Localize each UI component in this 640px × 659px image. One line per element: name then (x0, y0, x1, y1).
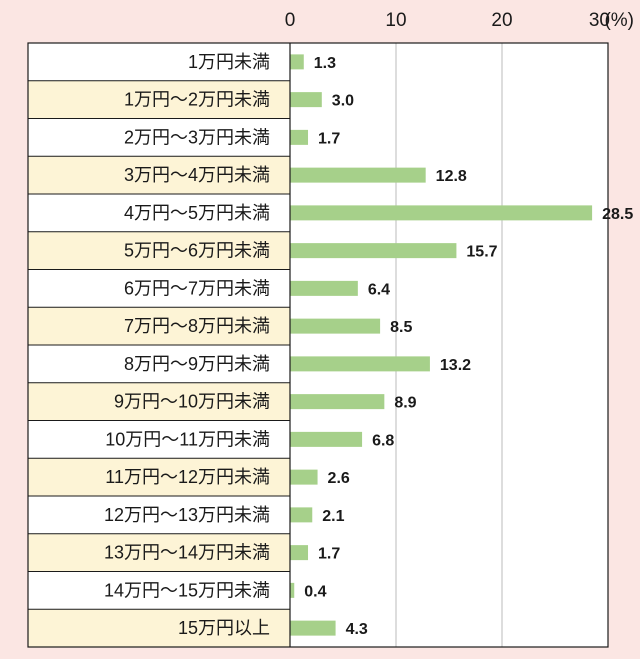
category-row-bg (28, 307, 290, 345)
bar (290, 318, 381, 334)
bar (290, 243, 457, 259)
bar (290, 167, 426, 183)
tick-label: 20 (491, 10, 512, 31)
bar (290, 469, 318, 485)
category-label: 9万円～10万円未満 (114, 392, 270, 412)
value-label: 2.1 (322, 508, 344, 525)
tick-label: 30 (589, 10, 610, 31)
category-row-bg (28, 156, 290, 194)
category-label: 4万円～5万円未満 (124, 203, 270, 223)
category-row-bg (28, 269, 290, 308)
bar (290, 620, 336, 636)
bar (290, 356, 430, 372)
value-label: 1.7 (318, 130, 340, 147)
category-row-bg (28, 43, 290, 81)
value-label: 8.9 (394, 395, 416, 412)
value-label: 6.8 (372, 432, 394, 449)
value-label: 1.7 (318, 546, 340, 563)
bar (290, 545, 309, 561)
bar (290, 431, 363, 447)
category-row-bg (28, 533, 290, 572)
bar (290, 205, 593, 221)
category-label: 7万円～8万円未満 (124, 316, 270, 336)
chart-border (27, 42, 609, 648)
value-label: 28.5 (602, 206, 633, 223)
bar (290, 394, 385, 410)
category-row-bg (28, 345, 290, 383)
category-label: 15万円以上 (178, 618, 270, 638)
category-label: 8万円～9万円未満 (124, 354, 270, 374)
bar (290, 582, 295, 598)
category-row-bg (28, 609, 290, 647)
value-label: 0.4 (304, 583, 326, 600)
category-label: 3万円～4万円未満 (124, 165, 270, 185)
bar (290, 54, 304, 70)
category-label: 1万円未満 (188, 52, 270, 72)
category-row-bg (28, 458, 290, 496)
bar (290, 280, 358, 296)
bar (290, 92, 322, 108)
value-label: 2.6 (328, 470, 350, 487)
value-label: 6.4 (368, 281, 390, 298)
category-row-bg (28, 496, 290, 534)
value-label: 3.0 (332, 93, 354, 110)
value-label: 1.3 (314, 55, 336, 72)
tick-label: 0 (285, 10, 296, 31)
bar (290, 507, 313, 523)
category-label: 11万円～12万円未満 (105, 467, 270, 487)
plot-area (290, 43, 608, 647)
value-label: 13.2 (440, 357, 471, 374)
category-row-bg (28, 118, 290, 157)
value-label: 12.8 (436, 168, 467, 185)
unit-label: (%) (604, 10, 634, 31)
category-label: 1万円～2万円未満 (124, 90, 270, 110)
category-label: 12万円～13万円未満 (104, 505, 270, 525)
tick-label: 10 (385, 10, 406, 31)
category-row-bg (28, 420, 290, 459)
value-label: 4.3 (346, 621, 368, 638)
category-label: 6万円～7万円未満 (124, 278, 270, 298)
category-row-bg (28, 571, 290, 610)
category-row-bg (28, 80, 290, 119)
category-label: 2万円～3万円未満 (124, 127, 270, 147)
value-label: 8.5 (390, 319, 412, 336)
category-row-bg (28, 231, 290, 270)
bar (290, 129, 309, 145)
category-row-bg (28, 194, 290, 232)
category-label: 13万円～14万円未満 (104, 543, 270, 563)
category-label: 14万円～15万円未満 (104, 580, 270, 600)
category-row-bg (28, 382, 290, 421)
category-label: 5万円～6万円未満 (124, 241, 270, 261)
value-label: 15.7 (466, 244, 497, 261)
category-label: 10万円～11万円未満 (105, 429, 270, 449)
